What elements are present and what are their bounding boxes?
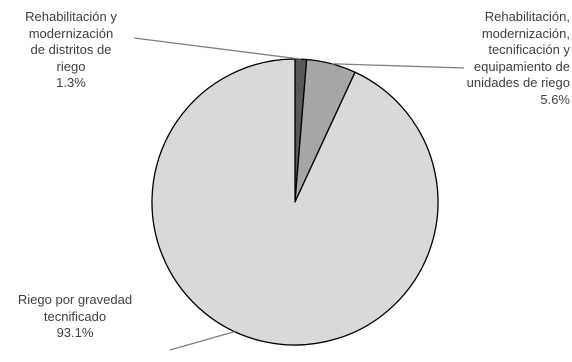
slice-label-line: Riego por gravedad — [17, 292, 133, 307]
slice-label-line: Rehabilitación y — [25, 9, 117, 24]
slice-label-unidades: Rehabilitación, modernización, tecnifica… — [420, 9, 570, 108]
leader-line-unidades — [331, 63, 465, 69]
leader-lines — [133, 37, 465, 351]
slice-label-line: Rehabilitación, — [484, 9, 570, 24]
slice-label-line: tecnificación y — [488, 42, 570, 57]
slice-label-line: modernización — [28, 25, 114, 41]
slice-value-label: 5.6% — [540, 91, 570, 107]
leader-line-distritos — [133, 37, 301, 60]
slice-label-distritos: Rehabilitación y modernización de distri… — [0, 9, 142, 92]
slice-value-label: 93.1% — [56, 325, 94, 340]
slice-label-line: equipamiento de — [473, 58, 570, 74]
slice-label-line: tecnificado — [43, 308, 107, 324]
slice-label-line: de distritos de — [30, 42, 112, 57]
slice-value-label: 1.3% — [56, 75, 86, 90]
slice-label-gravedad: Riego por gravedad tecnificado 93.1% — [0, 292, 150, 342]
leader-line-gravedad — [169, 330, 235, 351]
pie-slices — [151, 58, 439, 346]
slice-label-line: modernización, — [481, 25, 570, 41]
slice-label-line: riego — [56, 58, 86, 74]
slice-label-line: unidades de riego — [466, 75, 570, 90]
pie-slice-gravedad — [151, 58, 439, 346]
